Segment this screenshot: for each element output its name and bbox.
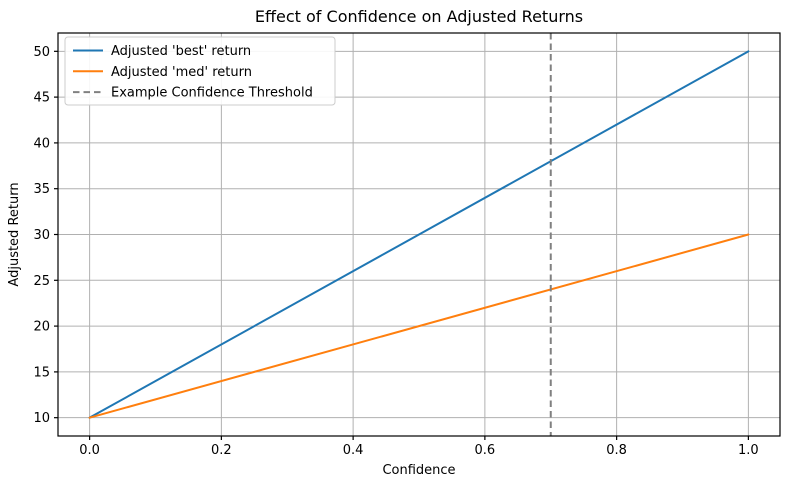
chart-title: Effect of Confidence on Adjusted Returns (255, 7, 583, 26)
series-line-0 (88, 50, 750, 419)
y-tick-label: 10 (33, 411, 50, 426)
x-tick-label: 0.0 (79, 443, 100, 458)
x-tick-label: 0.8 (606, 443, 627, 458)
legend-label-1: Adjusted 'med' return (111, 65, 252, 80)
y-tick-label: 20 (33, 320, 50, 335)
y-tick-label: 45 (33, 91, 50, 106)
y-tick-label: 50 (33, 45, 50, 60)
x-axis-label: Confidence (382, 463, 455, 478)
y-tick-label: 35 (33, 182, 50, 197)
y-tick-label: 30 (33, 228, 50, 243)
x-tick-label: 0.4 (343, 443, 364, 458)
legend-label-2: Example Confidence Threshold (111, 86, 313, 101)
y-tick-label: 25 (33, 274, 50, 289)
x-tick-label: 1.0 (738, 443, 759, 458)
legend: Adjusted 'best' return Adjusted 'med' ret… (64, 36, 336, 106)
x-tick-label: 0.2 (211, 443, 232, 458)
y-axis-label: Adjusted Return (7, 182, 22, 286)
legend-box (64, 36, 336, 106)
series-line-1 (88, 233, 750, 419)
y-tick-label: 15 (33, 365, 50, 380)
legend-label-0: Adjusted 'best' return (111, 44, 251, 59)
y-tick-label: 40 (33, 136, 50, 151)
x-tick-label: 0.6 (475, 443, 496, 458)
